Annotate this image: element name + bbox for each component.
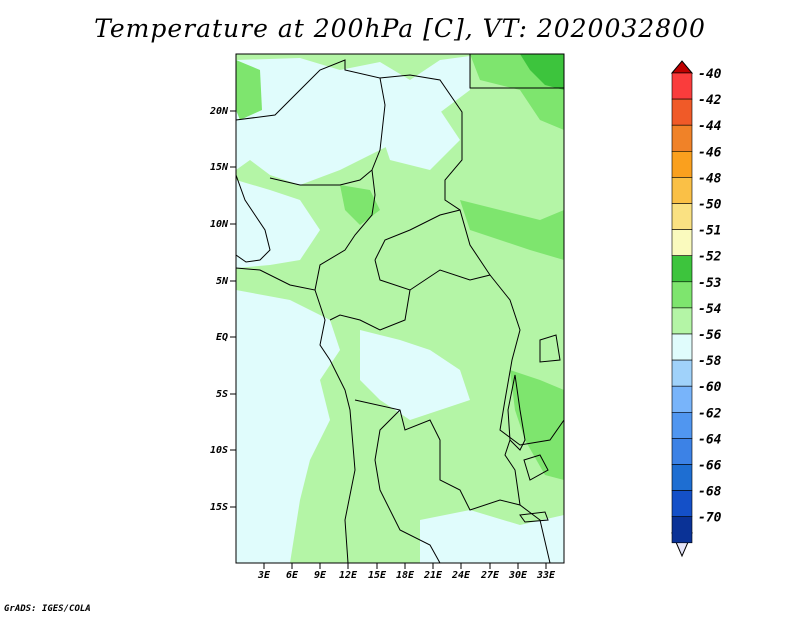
cold-region-south (420, 510, 564, 563)
svg-text:33E: 33E (536, 570, 556, 581)
svg-text:5N: 5N (216, 276, 229, 287)
lat-tick-15n: 15N (210, 162, 236, 173)
colorbar-swatch (671, 307, 693, 335)
warm-region-cameroon (340, 185, 380, 225)
colorbar-swatch (671, 98, 693, 126)
colorbar-top-arrow (670, 60, 694, 74)
lat-tick-10s: 10S (210, 445, 236, 456)
colorbar-label: -56 (698, 328, 722, 343)
svg-text:3E: 3E (257, 570, 271, 581)
colorbar-label: -70 (698, 511, 722, 526)
map-frame (235, 53, 565, 564)
lon-tick-21e: 21E (423, 563, 443, 581)
lat-tick-5s: 5S (216, 389, 236, 400)
colorbar-label: -66 (698, 459, 722, 474)
colorbar-label: -44 (698, 119, 722, 134)
cold-region-west-sahara (236, 56, 470, 185)
lon-tick-24e: 24E (451, 563, 471, 581)
colorbar-swatch (671, 72, 693, 100)
longitude-axis: 3E 6E 9E 12E 15E 18E 21E 24E 27E 30E 33E (257, 563, 556, 581)
colorbar-label: -46 (698, 145, 722, 160)
lon-tick-30e: 30E (508, 563, 528, 581)
colorbar-label: -58 (698, 354, 722, 369)
lat-tick-5n: 5N (216, 276, 236, 287)
colorbar-label: -53 (698, 276, 722, 291)
svg-text:27E: 27E (480, 570, 500, 581)
lon-tick-15e: 15E (368, 563, 387, 581)
svg-text:15N: 15N (210, 162, 229, 173)
cold-region-north-east (380, 100, 460, 170)
lat-tick-15s: 15S (210, 502, 236, 513)
colorbar-swatch (671, 151, 693, 178)
lon-tick-33e: 33E (536, 563, 556, 581)
lon-tick-12e: 12E (339, 563, 358, 581)
colorbar-swatch (671, 333, 693, 361)
colorbar-swatch (671, 464, 693, 491)
colorbar-swatch (671, 124, 693, 152)
svg-text:21E: 21E (423, 570, 443, 581)
lat-tick-10n: 10N (210, 219, 236, 230)
warmest-region-north-east (520, 54, 564, 90)
warm-region-west (236, 60, 262, 120)
svg-text:12E: 12E (339, 570, 358, 581)
credit-text: GrADS: IGES/COLA (4, 604, 91, 614)
lat-tick-eq: EQ (216, 332, 236, 343)
svg-text:10N: 10N (210, 219, 229, 230)
cold-region-atlantic (236, 290, 340, 563)
svg-text:5S: 5S (216, 389, 228, 400)
svg-text:6E: 6E (286, 570, 299, 581)
colorbar-swatch (671, 490, 693, 518)
colorbar-label: -48 (698, 171, 722, 186)
colorbar-label: -60 (698, 380, 722, 395)
cold-region-congo (360, 330, 470, 420)
svg-text:30E: 30E (508, 570, 528, 581)
svg-text:18E: 18E (396, 570, 415, 581)
svg-text:EQ: EQ (216, 332, 228, 343)
lon-tick-6e: 6E (286, 563, 299, 581)
cold-region-gulf (236, 180, 320, 268)
lon-tick-18e: 18E (396, 563, 415, 581)
colorbar-swatch (671, 203, 693, 230)
colorbar-label: -64 (698, 432, 722, 447)
svg-text:15S: 15S (210, 502, 228, 513)
colorbar-swatch (671, 385, 693, 413)
colorbar-label: -40 (698, 67, 722, 82)
colorbar-label: -51 (698, 224, 721, 239)
colorbar-label: -50 (698, 198, 722, 213)
colorbar-label: -52 (698, 250, 722, 265)
chart-title: Temperature at 200hPa [C], VT: 202003280… (94, 14, 706, 43)
lat-tick-20n: 20N (209, 106, 236, 117)
colorbar-swatch (671, 438, 693, 465)
svg-text:9E: 9E (314, 570, 327, 581)
lon-tick-9e: 9E (314, 563, 327, 581)
lon-tick-3e: 3E (257, 563, 271, 581)
colorbar-label: -68 (698, 485, 722, 500)
colorbar-swatch (671, 177, 693, 204)
colorbar-swatch (671, 411, 693, 439)
colorbar-swatch (671, 516, 693, 544)
svg-text:20N: 20N (209, 106, 229, 117)
colorbar-swatch (671, 229, 693, 257)
warm-region-east (460, 200, 564, 260)
colorbar-swatch (671, 359, 693, 387)
colorbar-label: -54 (698, 302, 722, 317)
colorbar-swatch (671, 255, 693, 283)
colorbar-label: -42 (698, 93, 722, 108)
latitude-axis: 20N 15N 10N 5N EQ 5S 10S 15S (209, 106, 236, 513)
svg-text:24E: 24E (451, 570, 471, 581)
warm-region-rift (510, 370, 564, 480)
country-borders (236, 54, 564, 563)
colorbar-swatch (671, 281, 693, 309)
colorbar: -40 -42 -44 -46 -48 -50 -51 -52 -53 -54 -56 -58 -60 -… (670, 60, 722, 558)
colorbar-label: -62 (698, 406, 722, 421)
svg-text:10S: 10S (210, 445, 228, 456)
svg-text:15E: 15E (368, 570, 387, 581)
lon-tick-27e: 27E (480, 563, 500, 581)
temperature-field (236, 54, 564, 563)
